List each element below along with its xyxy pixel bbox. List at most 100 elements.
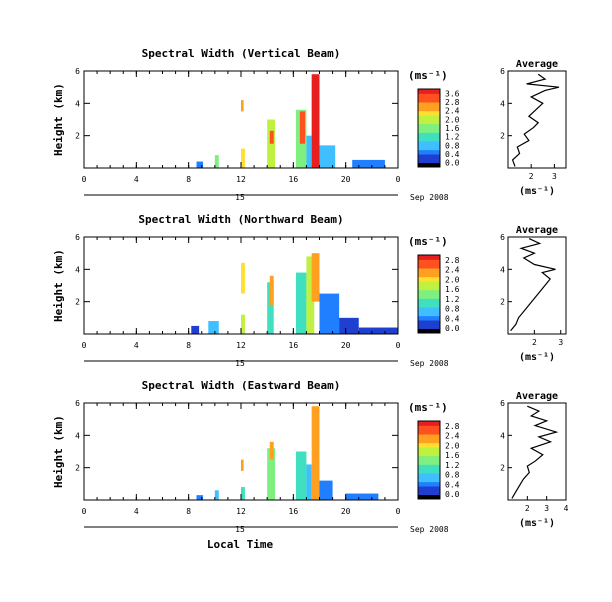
x-tick-label: 0	[82, 507, 87, 516]
average-y-tick-label: 6	[500, 233, 505, 242]
colorbar-tick-label: 2.4	[445, 432, 460, 441]
colorbar-swatch	[418, 106, 440, 112]
x-tick-label: 4	[134, 341, 139, 350]
colorbar-swatch	[418, 119, 440, 125]
heatmap-cell	[267, 448, 276, 500]
average-y-tick-label: 2	[500, 132, 505, 141]
x-tick-label: 16	[289, 341, 299, 350]
day-label: 15	[235, 359, 245, 368]
average-x-tick-label: 2	[532, 338, 537, 347]
x-tick-label: 12	[236, 341, 246, 350]
heatmap-cell	[241, 148, 245, 168]
colorbar-swatch	[418, 97, 440, 103]
average-profile-line	[511, 405, 559, 499]
colorbar-tick-label: 0.8	[445, 141, 460, 150]
average-x-label: (ms⁻¹)	[519, 518, 555, 529]
heatmap-cell	[306, 256, 315, 334]
average-x-tick-label: 3	[544, 504, 549, 513]
colorbar-floor	[418, 163, 440, 167]
y-tick-label: 6	[75, 67, 80, 76]
colorbar-swatch	[418, 490, 440, 496]
heatmap-cell	[319, 145, 336, 168]
colorbar-swatch	[418, 141, 440, 146]
average-y-tick-label: 4	[500, 431, 505, 440]
x-tick-label: 8	[186, 175, 191, 184]
day-label: 15	[235, 525, 245, 534]
colorbar-tick-label: 0.4	[445, 480, 460, 489]
colorbar-swatch	[418, 442, 440, 448]
colorbar-tick-label: 0.8	[445, 305, 460, 314]
date-label: Sep 2008	[410, 359, 449, 368]
date-label: Sep 2008	[410, 193, 449, 202]
heatmap-cell	[358, 327, 398, 334]
average-frame	[507, 236, 567, 335]
heatmap-cell	[196, 161, 204, 168]
average-title: Average	[516, 59, 558, 70]
colorbar-tick-label: 2.0	[445, 275, 460, 284]
colorbar-swatch	[418, 307, 440, 312]
x-tick-label: 4	[134, 507, 139, 516]
colorbar-swatch	[418, 110, 440, 116]
colorbar-tick-label: 0.0	[445, 490, 460, 499]
colorbar-swatch	[418, 289, 440, 295]
colorbar-swatch	[418, 154, 440, 159]
colorbar-swatch	[418, 294, 440, 299]
colorbar-swatch	[418, 132, 440, 138]
y-axis-label: Height (km)	[52, 249, 65, 322]
average-y-tick-label: 2	[500, 298, 505, 307]
average-y-tick-label: 4	[500, 99, 505, 108]
heatmap-cell	[241, 262, 245, 294]
x-tick-label: 0	[396, 341, 401, 350]
colorbar-swatch	[418, 268, 440, 273]
colorbar-floor	[418, 329, 440, 333]
y-tick-label: 2	[75, 132, 80, 141]
colorbar-swatch	[418, 434, 440, 439]
colorbar-tick-label: 0.8	[445, 471, 460, 480]
colorbar-swatch	[418, 128, 440, 133]
heatmap-cell	[269, 130, 274, 144]
y-axis-label: Height (km)	[52, 415, 65, 488]
panel-title: Spectral Width (Vertical Beam)	[142, 47, 341, 60]
colorbar-swatch	[418, 464, 440, 470]
heatmap-cell	[311, 253, 320, 302]
colorbar-tick-label: 2.4	[445, 266, 460, 275]
colorbar-swatch	[418, 281, 440, 286]
average-title: Average	[516, 225, 558, 236]
colorbar-tick-label: 1.2	[445, 133, 460, 142]
average-frame	[507, 402, 567, 501]
y-tick-label: 6	[75, 399, 80, 408]
colorbar-swatch	[418, 272, 440, 278]
x-tick-label: 8	[186, 507, 191, 516]
colorbar-tick-label: 0.0	[445, 324, 460, 333]
colorbar-tick-label: 0.4	[445, 314, 460, 323]
colorbar-swatch	[418, 93, 440, 99]
colorbar-swatch	[418, 102, 440, 107]
heatmap-cell	[295, 451, 307, 500]
colorbar-swatch	[418, 468, 440, 474]
x-tick-label: 16	[289, 507, 299, 516]
y-axis-label: Height (km)	[52, 83, 65, 156]
colorbar-swatch	[418, 302, 440, 308]
heatmap-cell	[241, 487, 245, 500]
x-tick-label: 12	[236, 175, 246, 184]
colorbar-swatch	[418, 481, 440, 487]
colorbar-swatch	[418, 425, 440, 431]
plot-frame	[83, 402, 399, 501]
colorbar-tick-label: 2.8	[445, 98, 460, 107]
colorbar-swatch	[418, 473, 440, 478]
colorbar-frame	[417, 420, 441, 500]
colorbar-swatch	[418, 451, 440, 457]
heatmap-cell	[295, 272, 307, 334]
panel-title: Spectral Width (Eastward Beam)	[142, 379, 341, 392]
colorbar-tick-label: 1.6	[445, 451, 460, 460]
average-y-tick-label: 6	[500, 399, 505, 408]
heatmap-cell	[352, 159, 385, 168]
y-tick-label: 4	[75, 431, 80, 440]
heatmap-cell	[299, 111, 306, 144]
colorbar-swatch	[418, 115, 440, 120]
colorbar-floor	[418, 495, 440, 499]
x-tick-label: 0	[82, 175, 87, 184]
colorbar-frame	[417, 88, 441, 168]
colorbar-tick-label: 2.0	[445, 115, 460, 124]
colorbar-swatch	[418, 255, 440, 260]
